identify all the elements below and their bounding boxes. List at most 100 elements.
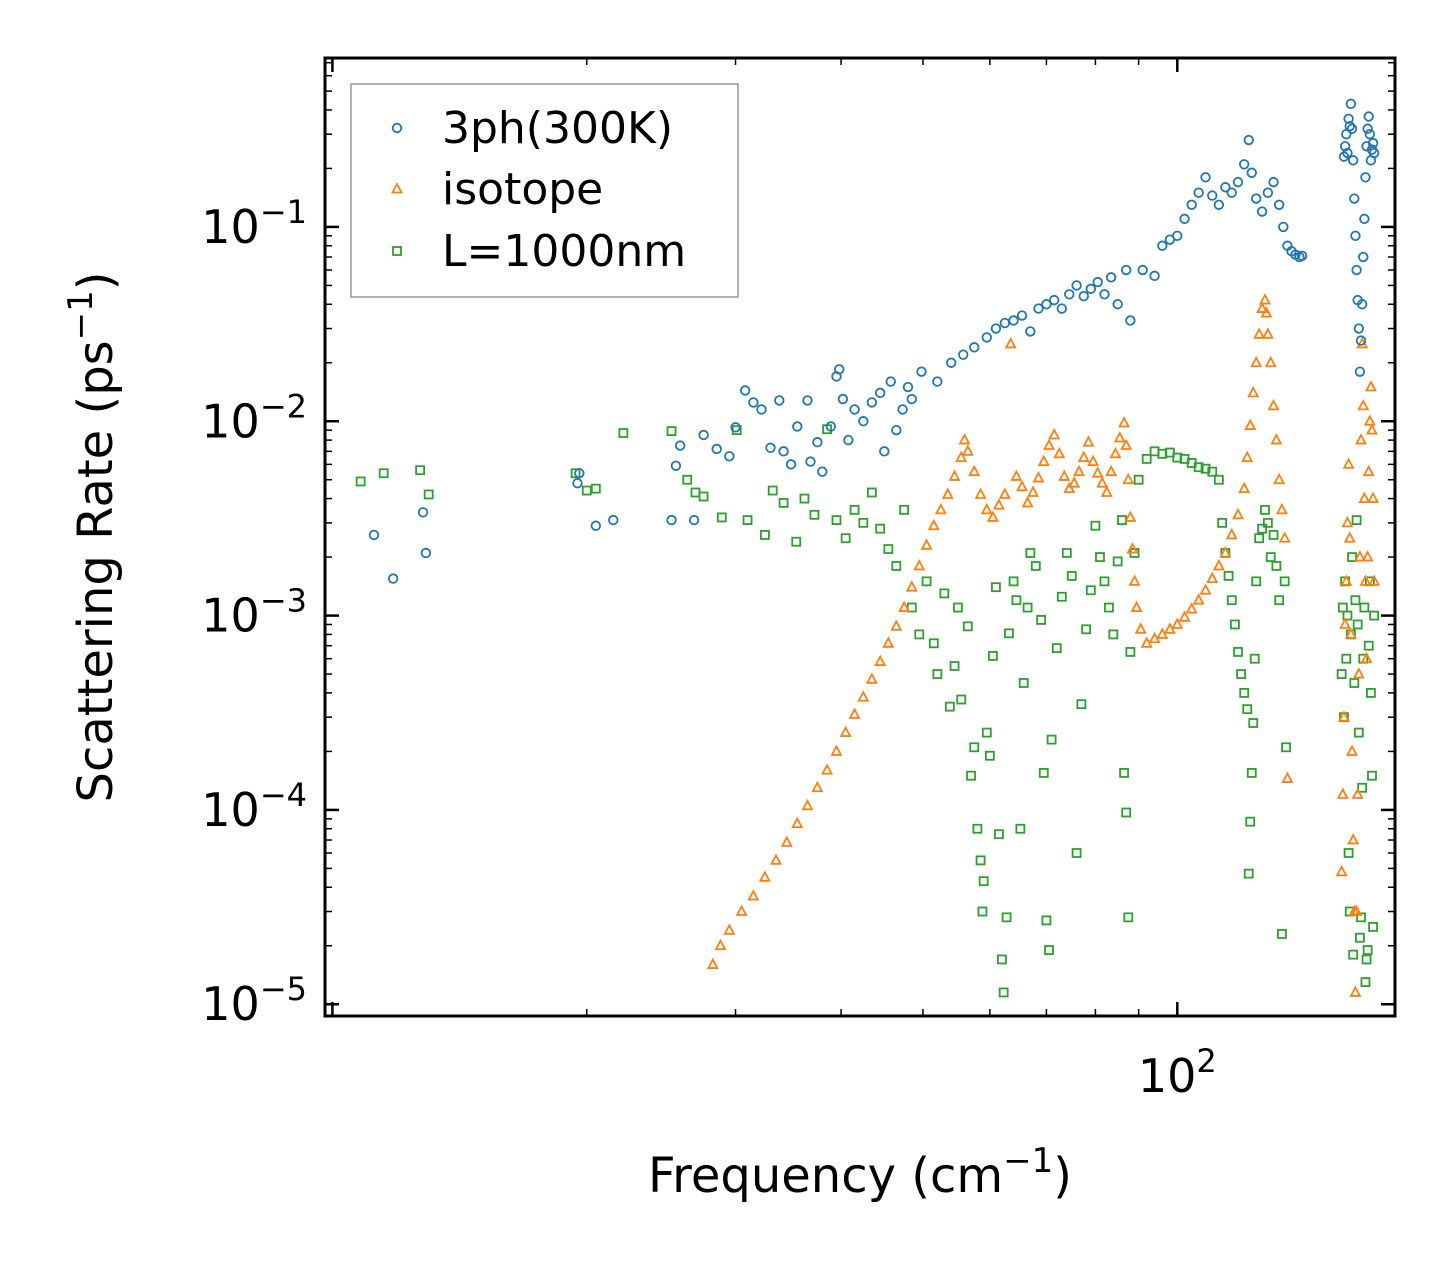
data-point: [735, 904, 748, 916]
data-point: [1241, 450, 1254, 463]
data-point: [1247, 385, 1260, 398]
data-point: [1277, 929, 1287, 939]
data-point: [1120, 264, 1132, 276]
data-point: [1108, 629, 1119, 640]
data-point: [1071, 280, 1082, 291]
data-point: [1367, 491, 1380, 503]
data-point: [1120, 438, 1133, 450]
data-point: [792, 421, 803, 432]
data-point: [1262, 187, 1274, 198]
data-point: [1207, 190, 1218, 201]
data-point: [1339, 141, 1351, 152]
data-point: [1355, 335, 1367, 346]
data-point: [1118, 416, 1131, 428]
data-point: [1085, 585, 1096, 596]
data-point: [958, 349, 969, 360]
data-point: [1367, 137, 1379, 149]
data-point: [1343, 531, 1356, 543]
data-point: [1048, 294, 1060, 306]
data-point: [966, 770, 976, 781]
data-point: [1281, 771, 1294, 783]
data-point: [1359, 602, 1370, 613]
data-point: [1076, 699, 1087, 710]
data-point: [974, 487, 987, 499]
data-point: [1105, 272, 1117, 283]
data-point: [1030, 561, 1041, 571]
data-point: [1063, 481, 1076, 494]
y-axis-label: Scattering Rate (ps−1): [61, 271, 124, 802]
data-point: [1363, 111, 1374, 122]
data-point: [1185, 602, 1198, 614]
data-point: [1258, 293, 1271, 305]
data-point: [1041, 299, 1052, 310]
data-point: [1245, 816, 1256, 827]
data-point: [714, 938, 727, 951]
data-point: [1011, 595, 1022, 606]
data-point: [1296, 250, 1308, 262]
data-point: [1273, 199, 1285, 210]
data-point: [968, 464, 981, 477]
data-point: [1133, 474, 1144, 485]
data-point: [1336, 669, 1347, 679]
data-point: [802, 395, 813, 406]
data-point: [1361, 954, 1372, 965]
data-point: [1347, 552, 1357, 562]
data-point: [1125, 647, 1136, 657]
data-point: [778, 446, 789, 457]
data-point: [1130, 600, 1143, 612]
legend-marker-isotope: [391, 182, 403, 194]
data-point: [928, 638, 939, 649]
legend-marker-L1000nm: [392, 246, 402, 256]
data-point: [1213, 474, 1224, 485]
data-point: [1141, 454, 1152, 464]
data-point: [1033, 303, 1044, 314]
data-point: [1193, 187, 1204, 198]
data-point: [1121, 807, 1132, 818]
data-point: [1008, 315, 1019, 326]
data-point: [932, 669, 943, 679]
data-point: [975, 855, 986, 866]
data-point: [1270, 433, 1283, 445]
data-point: [1244, 418, 1257, 430]
data-point: [682, 474, 693, 485]
data-point: [834, 364, 845, 375]
data-point: [1265, 552, 1276, 562]
data-point: [986, 510, 999, 522]
data-point: [1058, 469, 1071, 481]
data-point: [1236, 669, 1247, 679]
data-point: [1046, 734, 1057, 745]
data-point: [1368, 574, 1381, 586]
data-point: [1043, 438, 1056, 450]
data-point: [1274, 595, 1285, 606]
data-point: [865, 672, 878, 684]
data-point: [1251, 193, 1262, 204]
data-point: [1260, 504, 1270, 515]
data-point: [706, 957, 719, 969]
data-point: [1369, 610, 1380, 621]
data-point: [785, 459, 797, 470]
data-point: [953, 602, 963, 613]
data-point: [1099, 289, 1110, 300]
data-point: [839, 725, 852, 737]
data-point: [1018, 678, 1029, 688]
legend-marker-icon: [391, 182, 403, 194]
data-point: [1356, 299, 1368, 310]
data-point: [1109, 446, 1122, 459]
data-point: [778, 498, 789, 508]
data-point: [1355, 932, 1365, 943]
data-point: [1226, 595, 1237, 606]
data-point: [724, 451, 735, 462]
data-point: [1092, 276, 1103, 288]
legend-box: [350, 83, 739, 298]
legend-marker-icon: [392, 246, 402, 256]
data-point: [1099, 576, 1110, 587]
data-point: [1253, 327, 1266, 339]
data-point: [849, 504, 860, 515]
data-point: [618, 428, 629, 438]
data-point: [742, 515, 753, 525]
data-point: [991, 582, 1001, 593]
data-point: [1105, 464, 1118, 477]
data-point: [791, 816, 804, 829]
data-point: [875, 523, 886, 534]
data-point: [1361, 550, 1374, 562]
